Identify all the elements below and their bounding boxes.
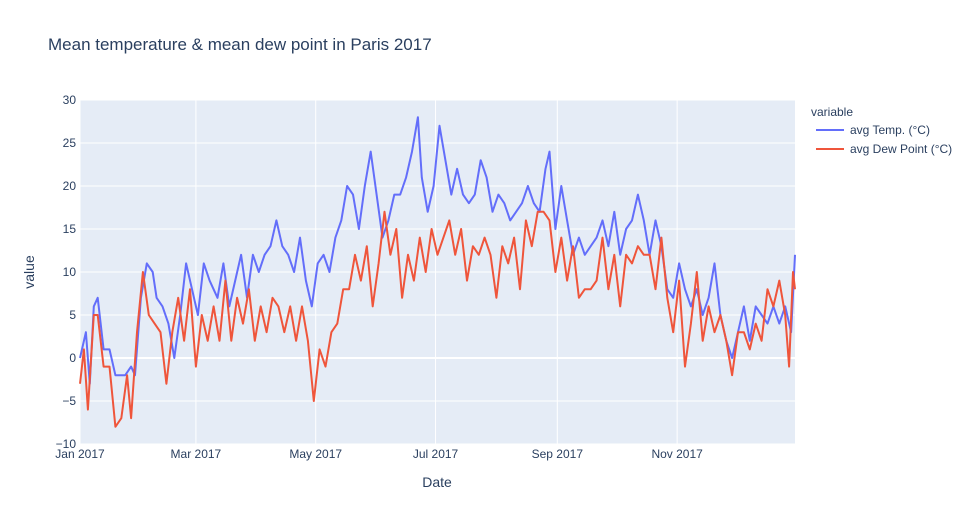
series-line-dewpoint bbox=[79, 210, 796, 428]
x-tick-label: Jan 2017 bbox=[55, 447, 105, 461]
x-tick-label: May 2017 bbox=[289, 447, 342, 461]
series-line-temp bbox=[79, 116, 796, 385]
y-tick-label: −10 bbox=[56, 437, 77, 451]
legend-label-dewpoint: avg Dew Point (°C) bbox=[850, 142, 952, 156]
x-tick-label: Jul 2017 bbox=[413, 447, 459, 461]
y-tick-label: 10 bbox=[63, 265, 77, 279]
x-tick-label: Mar 2017 bbox=[171, 447, 222, 461]
x-tick-labels: Jan 2017 Mar 2017 May 2017 Jul 2017 Sep 2017… bbox=[55, 447, 703, 461]
legend-label-temp: avg Temp. (°C) bbox=[850, 123, 930, 137]
x-axis-title: Date bbox=[422, 474, 452, 490]
legend-title: variable bbox=[811, 105, 853, 119]
legend-item-temp[interactable]: avg Temp. (°C) bbox=[816, 123, 930, 137]
y-gridlines bbox=[80, 99, 795, 445]
y-tick-label: 30 bbox=[63, 93, 77, 107]
legend-item-dewpoint[interactable]: avg Dew Point (°C) bbox=[816, 142, 952, 156]
y-tick-label: 25 bbox=[63, 136, 77, 150]
y-tick-labels: −10 −5 0 5 10 15 20 25 30 bbox=[56, 93, 77, 451]
x-tick-label: Sep 2017 bbox=[532, 447, 584, 461]
y-axis-title: value bbox=[21, 255, 37, 289]
chart-title: Mean temperature & mean dew point in Par… bbox=[48, 35, 432, 54]
x-tick-label: Nov 2017 bbox=[651, 447, 703, 461]
y-tick-label: 20 bbox=[63, 179, 77, 193]
series-lines bbox=[79, 116, 796, 428]
legend: variable avg Temp. (°C) avg Dew Point (°… bbox=[811, 105, 952, 156]
y-tick-label: −5 bbox=[62, 394, 76, 408]
y-tick-label: 5 bbox=[69, 308, 76, 322]
y-tick-label: 15 bbox=[63, 222, 77, 236]
y-tick-label: 0 bbox=[69, 351, 76, 365]
